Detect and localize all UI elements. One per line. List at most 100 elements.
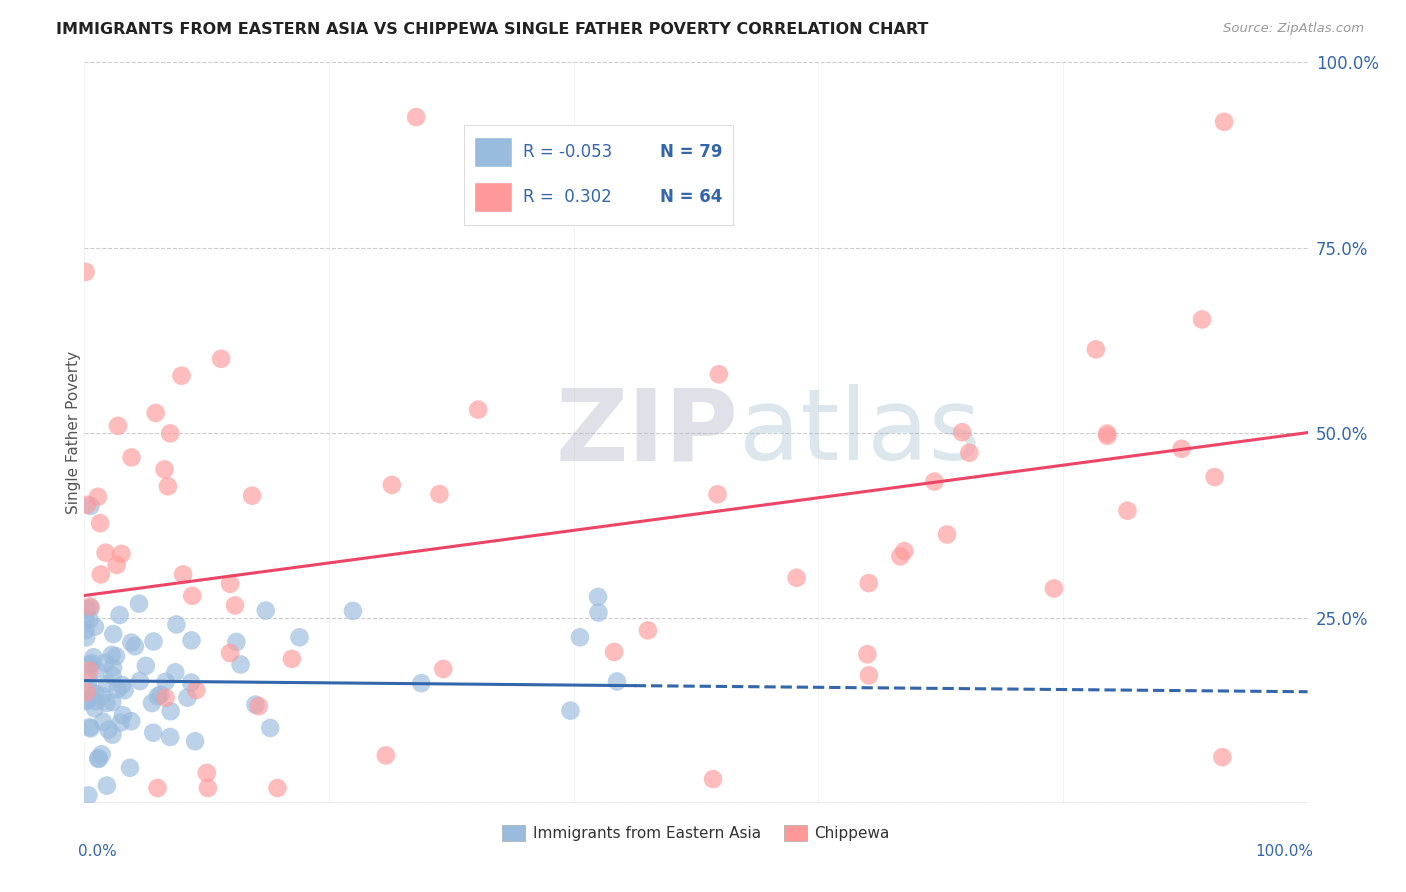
Point	[586, 590, 609, 604]
Point	[75, 602, 97, 616]
Point	[94, 546, 117, 560]
Text: IMMIGRANTS FROM EASTERN ASIA VS CHIPPEWA SINGLE FATHER POVERTY CORRELATION CHART: IMMIGRANTS FROM EASTERN ASIA VS CHIPPEWA…	[56, 22, 928, 37]
Point	[707, 368, 730, 382]
Point	[219, 646, 242, 660]
Point	[1170, 442, 1192, 456]
Point	[79, 720, 101, 734]
Point	[75, 685, 97, 699]
Point	[165, 665, 187, 680]
Point	[96, 779, 118, 793]
Point	[142, 634, 165, 648]
Point	[107, 682, 129, 697]
Point	[288, 630, 311, 644]
Point	[858, 668, 880, 682]
Point	[107, 418, 129, 433]
Point	[786, 571, 808, 585]
Point	[560, 704, 582, 718]
Point	[374, 748, 396, 763]
Point	[342, 604, 364, 618]
Y-axis label: Single Father Poverty: Single Father Poverty	[66, 351, 80, 514]
Point	[155, 690, 177, 705]
Point	[79, 599, 101, 614]
Point	[1097, 429, 1119, 443]
Point	[80, 684, 103, 698]
Point	[149, 688, 172, 702]
Point	[79, 722, 101, 736]
Point	[467, 402, 489, 417]
Point	[77, 673, 100, 687]
Text: ZIP: ZIP	[555, 384, 738, 481]
Point	[79, 499, 101, 513]
Point	[281, 652, 304, 666]
Text: Source: ZipAtlas.com: Source: ZipAtlas.com	[1223, 22, 1364, 36]
Point	[91, 689, 114, 703]
Point	[87, 751, 110, 765]
Point	[89, 516, 111, 531]
Point	[79, 657, 101, 672]
Point	[184, 734, 207, 748]
Point	[75, 694, 97, 708]
Point	[225, 635, 247, 649]
Point	[96, 677, 118, 691]
Point	[957, 446, 980, 460]
Point	[893, 544, 915, 558]
Point	[180, 675, 202, 690]
Point	[588, 606, 610, 620]
Point	[405, 110, 427, 124]
Point	[75, 614, 97, 628]
Point	[135, 658, 157, 673]
Point	[111, 678, 134, 692]
Point	[224, 599, 246, 613]
Point	[110, 547, 132, 561]
Text: 0.0%: 0.0%	[79, 844, 117, 858]
Point	[1095, 426, 1118, 441]
Point	[120, 635, 142, 649]
Point	[159, 426, 181, 441]
Point	[1213, 115, 1236, 129]
Point	[1084, 343, 1107, 357]
Point	[120, 714, 142, 729]
Point	[83, 650, 105, 665]
Point	[381, 478, 404, 492]
Point	[84, 687, 107, 701]
Point	[180, 633, 202, 648]
Point	[118, 761, 141, 775]
Point	[706, 487, 728, 501]
Point	[84, 694, 107, 708]
Point	[94, 656, 117, 670]
Point	[145, 406, 167, 420]
Point	[76, 498, 98, 512]
Point	[155, 674, 177, 689]
Point	[172, 567, 194, 582]
Point	[124, 639, 146, 653]
Point	[114, 683, 136, 698]
Point	[936, 527, 959, 541]
Point	[195, 765, 218, 780]
Point	[91, 714, 114, 729]
Point	[101, 668, 124, 682]
Point	[1191, 312, 1213, 326]
Point	[87, 752, 110, 766]
Point	[219, 576, 242, 591]
Point	[108, 607, 131, 622]
Point	[110, 715, 132, 730]
Point	[1204, 470, 1226, 484]
Point	[101, 660, 124, 674]
Point	[858, 576, 880, 591]
Point	[856, 647, 879, 661]
Point	[128, 597, 150, 611]
Point	[111, 708, 134, 723]
Point	[146, 690, 169, 704]
Point	[80, 656, 103, 670]
Point	[889, 549, 911, 564]
Point	[84, 663, 107, 677]
Point	[702, 772, 724, 786]
Point	[101, 695, 124, 709]
Point	[229, 657, 252, 672]
Point	[197, 780, 219, 795]
Point	[153, 462, 176, 476]
Point	[176, 690, 198, 705]
Point	[84, 701, 107, 715]
Point	[97, 723, 120, 737]
Point	[170, 368, 193, 383]
